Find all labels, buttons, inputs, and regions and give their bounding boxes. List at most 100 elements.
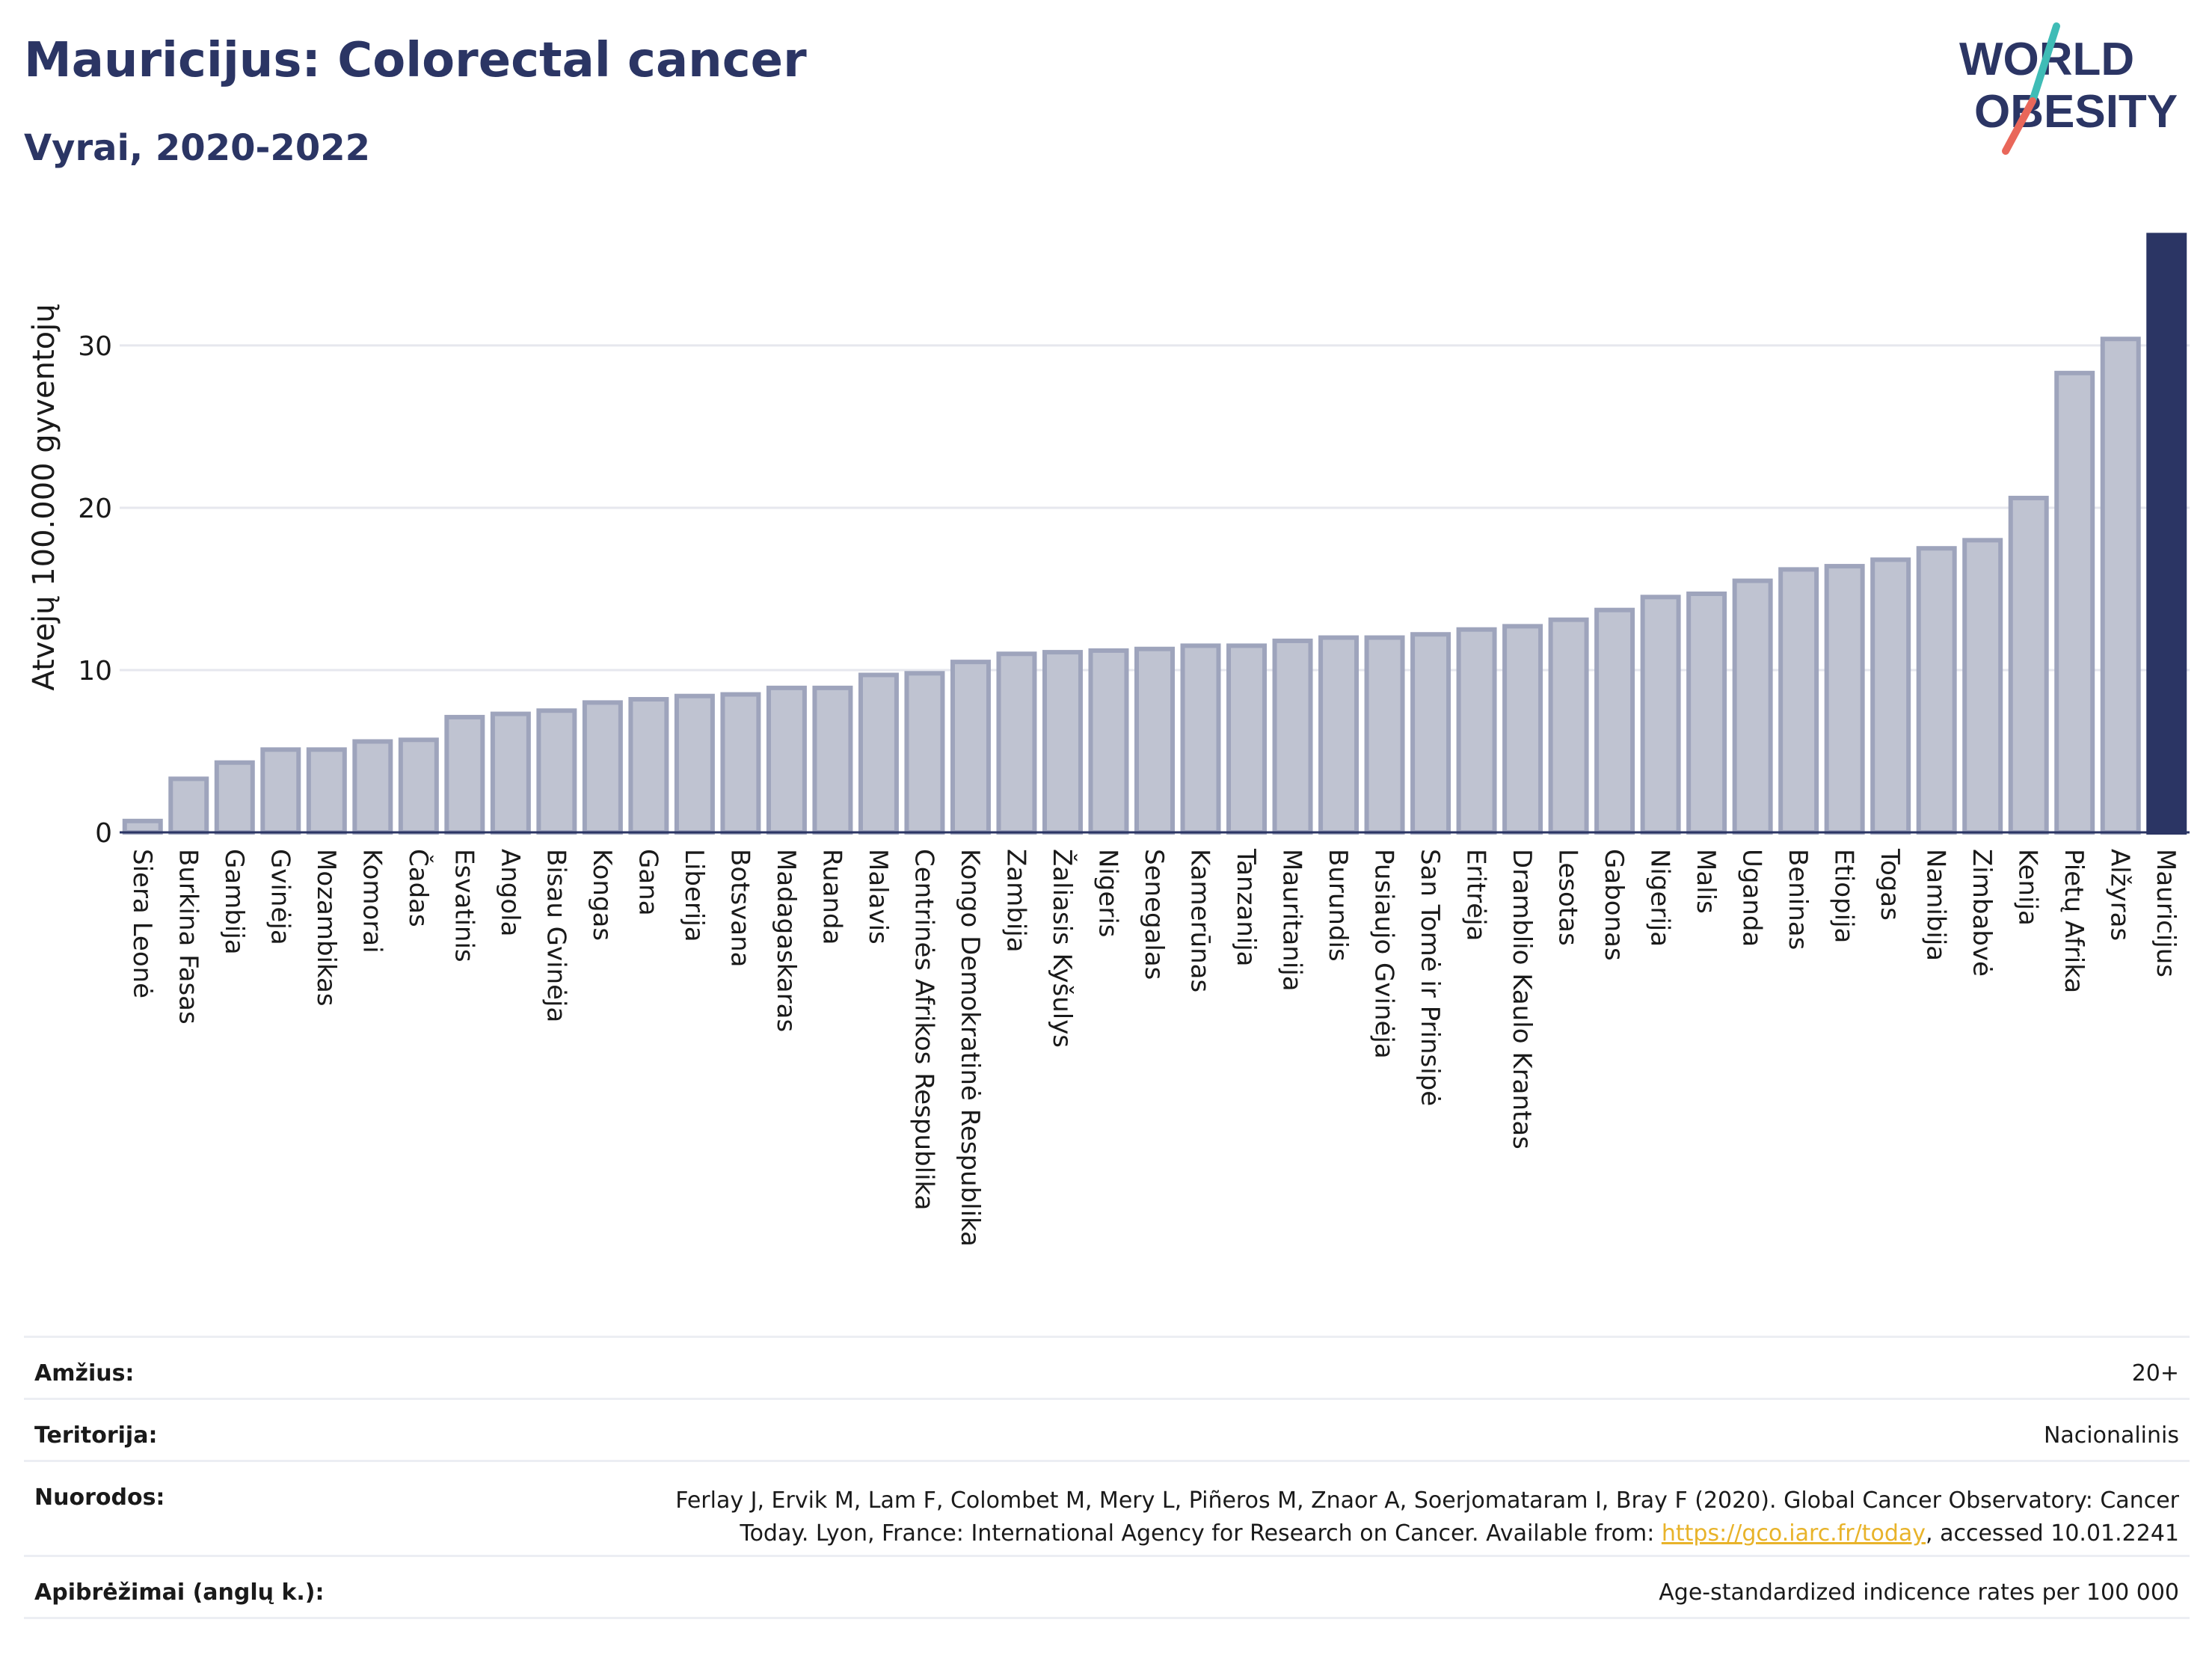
x-tick-label: Gana bbox=[633, 849, 663, 916]
bar[interactable] bbox=[812, 685, 853, 835]
bar[interactable] bbox=[1456, 627, 1497, 835]
info-row-age: Amžius: 20+ bbox=[24, 1336, 2190, 1398]
x-tick-label: Kenija bbox=[2013, 849, 2043, 926]
bar[interactable] bbox=[1410, 632, 1451, 835]
bar[interactable] bbox=[168, 776, 209, 835]
logo-slash-top bbox=[2029, 22, 2060, 105]
y-tick-label: 20 bbox=[78, 494, 112, 524]
bar[interactable] bbox=[1226, 643, 1268, 835]
bar[interactable] bbox=[950, 660, 991, 835]
world-obesity-logo: WORLD OBESITY bbox=[1959, 22, 2178, 155]
x-tick-label: Senegalas bbox=[1139, 849, 1169, 980]
bar[interactable] bbox=[1272, 638, 1313, 835]
x-tick-label: Tanzanija bbox=[1231, 848, 1261, 966]
y-tick-label: 10 bbox=[78, 656, 112, 687]
info-row-definitions: Apibrėžimai (anglų k.): Age-standardized… bbox=[24, 1555, 2190, 1619]
bar[interactable] bbox=[536, 708, 577, 835]
x-tick-label: Kongo Demokratinė Respublika bbox=[955, 849, 985, 1247]
x-tick-label: Lesotas bbox=[1553, 849, 1583, 946]
bar[interactable] bbox=[1824, 564, 1865, 835]
x-tick-label: Dramblio Kaulo Krantas bbox=[1507, 849, 1537, 1149]
bar[interactable] bbox=[858, 672, 899, 835]
x-tick-label: San Tomė ir Prinsipė bbox=[1415, 849, 1445, 1106]
x-tick-label: Mauricijus bbox=[2151, 849, 2181, 977]
bar[interactable] bbox=[2054, 370, 2095, 835]
bar[interactable] bbox=[444, 714, 485, 835]
bar[interactable] bbox=[720, 692, 761, 835]
bar-highlight[interactable] bbox=[2146, 233, 2187, 835]
bar[interactable] bbox=[766, 685, 807, 835]
references-link[interactable]: https://gco.iarc.fr/today bbox=[1661, 1520, 1926, 1547]
bar[interactable] bbox=[996, 651, 1037, 835]
x-tick-label: Žaliasis Kyšulys bbox=[1047, 849, 1078, 1048]
bar[interactable] bbox=[674, 693, 715, 835]
bar[interactable] bbox=[1502, 624, 1543, 835]
axis-layer: 0 10 20 30 Siera Leonė Burkina Fasas Gambija Gv… bbox=[78, 331, 2190, 1247]
x-tick-label: Ruanda bbox=[817, 849, 847, 945]
bar[interactable] bbox=[1962, 538, 2003, 835]
logo-line-obesity: OBESITY bbox=[1974, 86, 2178, 138]
bar[interactable] bbox=[490, 711, 531, 835]
bar[interactable] bbox=[1548, 617, 1589, 835]
bar[interactable] bbox=[1364, 635, 1405, 835]
x-tick-label: Pietų Afrika bbox=[2059, 849, 2089, 993]
territory-value: Nacionalinis bbox=[2043, 1422, 2179, 1449]
bar[interactable] bbox=[1640, 595, 1681, 835]
x-tick-label: Nigeris bbox=[1093, 849, 1122, 938]
y-axis-label: Atvejų 100.000 gyventojų bbox=[27, 304, 61, 690]
bar[interactable] bbox=[1594, 607, 1635, 835]
x-tick-label: Gabonas bbox=[1599, 849, 1629, 961]
bar[interactable] bbox=[1686, 591, 1727, 835]
bar[interactable] bbox=[628, 697, 669, 835]
bar[interactable] bbox=[1870, 557, 1911, 835]
x-tick-label: Nigerija bbox=[1645, 849, 1675, 947]
chart-title: Mauricijus: Colorectal cancer bbox=[24, 33, 807, 88]
x-tick-label: Madagaskaras bbox=[771, 849, 801, 1032]
references-label: Nuorodos: bbox=[34, 1484, 165, 1511]
bar[interactable] bbox=[260, 747, 301, 835]
x-tick-label: Eritrėja bbox=[1461, 849, 1491, 941]
info-table: Amžius: 20+ Teritorija: Nacionalinis Nuo… bbox=[24, 1336, 2190, 1619]
x-tick-label: Burkina Fasas bbox=[173, 849, 203, 1025]
x-tick-label: Liberija bbox=[679, 849, 709, 942]
bar[interactable] bbox=[1042, 650, 1083, 835]
bar[interactable] bbox=[1134, 646, 1175, 835]
bar[interactable] bbox=[398, 737, 439, 835]
x-tick-label: Komorai bbox=[357, 849, 387, 954]
bar[interactable] bbox=[1088, 648, 1129, 835]
definitions-label: Apibrėžimai (anglų k.): bbox=[34, 1579, 325, 1606]
x-tick-label: Etiopija bbox=[1829, 849, 1859, 943]
bar[interactable] bbox=[1318, 635, 1360, 835]
x-tick-label: Uganda bbox=[1737, 849, 1767, 947]
x-tick-label: Gvinėja bbox=[265, 849, 295, 945]
x-tick-label: Čadas bbox=[403, 849, 434, 927]
bar[interactable] bbox=[1916, 546, 1957, 835]
territory-label: Teritorija: bbox=[34, 1422, 158, 1449]
x-tick-label: Pusiaujo Gvinėja bbox=[1369, 849, 1399, 1059]
bar[interactable] bbox=[352, 739, 393, 835]
bar[interactable] bbox=[1180, 643, 1221, 835]
bar[interactable] bbox=[306, 747, 347, 835]
x-tick-label: Namibija bbox=[1921, 849, 1951, 961]
x-tick-label: Mauritanija bbox=[1277, 849, 1307, 992]
bar[interactable] bbox=[1732, 578, 1773, 835]
bar-chart: 0 10 20 30 Siera Leonė Burkina Fasas Gambija Gv… bbox=[27, 233, 2190, 1247]
bar[interactable] bbox=[2100, 337, 2141, 835]
definitions-value: Age-standardized indicence rates per 100… bbox=[1659, 1579, 2179, 1606]
bar[interactable] bbox=[122, 818, 163, 835]
y-tick-label: 0 bbox=[95, 818, 112, 849]
x-tick-label: Burundis bbox=[1323, 849, 1353, 962]
bar[interactable] bbox=[904, 671, 945, 835]
x-tick-label: Centrinės Afrikos Respublika bbox=[909, 849, 938, 1210]
logo-slash-bottom bbox=[2002, 97, 2036, 155]
x-tick-label: Esvatinis bbox=[449, 849, 479, 962]
references-value: Ferlay J, Ervik M, Lam F, Colombet M, Me… bbox=[609, 1484, 2179, 1550]
x-tick-label: Beninas bbox=[1783, 849, 1813, 950]
x-tick-label: Siera Leonė bbox=[127, 849, 157, 998]
bar[interactable] bbox=[1778, 567, 1819, 835]
chart-subtitle: Vyrai, 2020-2022 bbox=[24, 127, 371, 169]
bar[interactable] bbox=[2008, 495, 2049, 835]
bar[interactable] bbox=[214, 760, 255, 835]
age-label: Amžius: bbox=[34, 1360, 135, 1387]
bar[interactable] bbox=[582, 700, 623, 835]
